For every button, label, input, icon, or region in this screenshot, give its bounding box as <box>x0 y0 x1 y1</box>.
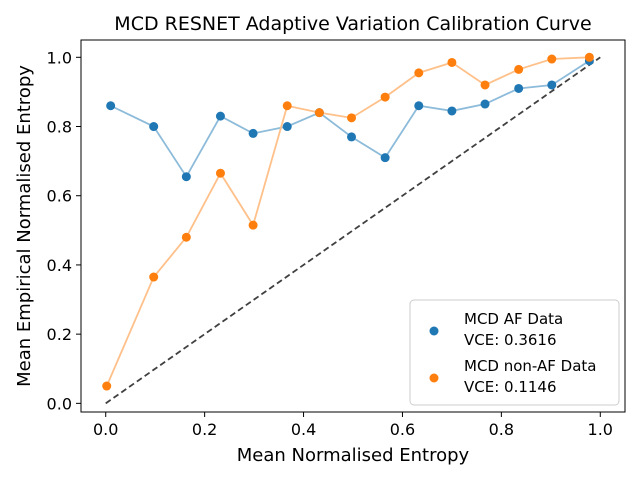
data-point-non-af <box>314 108 324 118</box>
data-point-non-af <box>248 220 258 230</box>
data-point-af <box>215 111 225 121</box>
x-tick-label: 0.4 <box>291 420 316 439</box>
x-axis-title: Mean Normalised Entropy <box>237 445 470 466</box>
y-axis: 0.0 0.2 0.4 0.6 0.8 1.0 <box>47 48 81 413</box>
data-point-non-af <box>547 54 557 64</box>
legend-box <box>409 299 620 406</box>
data-point-af <box>248 128 258 138</box>
y-tick-label: 0.4 <box>47 256 72 275</box>
chart-title: MCD RESNET Adaptive Variation Calibratio… <box>114 13 591 35</box>
data-point-non-af <box>149 272 159 282</box>
y-tick-label: 1.0 <box>47 48 72 67</box>
data-point-non-af <box>347 113 357 123</box>
data-point-non-af <box>514 64 524 74</box>
data-point-non-af <box>480 80 490 90</box>
legend-marker-af <box>429 326 439 336</box>
data-point-non-af <box>282 101 292 111</box>
plot-area <box>102 52 601 405</box>
perfect-calibration-line <box>105 56 601 405</box>
legend-vce-af: VCE: 0.3616 <box>464 331 557 349</box>
y-tick-label: 0.6 <box>47 187 72 206</box>
data-point-af <box>106 101 116 111</box>
data-point-af <box>447 106 457 116</box>
data-point-non-af <box>584 52 594 62</box>
data-point-non-af <box>215 168 225 178</box>
x-tick-label: 0.6 <box>390 420 415 439</box>
legend-marker-non-af <box>429 373 439 383</box>
y-tick-label: 0.2 <box>47 325 72 344</box>
legend: MCD AF Data VCE: 0.3616 MCD non-AF Data … <box>409 299 620 406</box>
data-point-af <box>347 132 357 142</box>
data-point-af <box>514 83 524 93</box>
data-point-af <box>149 122 159 132</box>
x-tick-label: 0.0 <box>93 420 118 439</box>
legend-label-non-af: MCD non-AF Data <box>464 357 596 375</box>
data-point-non-af <box>181 232 191 242</box>
x-tick-label: 0.8 <box>489 420 514 439</box>
data-point-non-af <box>447 57 457 67</box>
x-tick-label: 1.0 <box>588 420 613 439</box>
y-tick-label: 0.0 <box>47 394 72 413</box>
data-point-af <box>380 153 390 163</box>
data-point-af <box>181 172 191 182</box>
axes-frame <box>80 39 626 413</box>
data-point-af <box>414 101 424 111</box>
y-tick-label: 0.8 <box>47 118 72 137</box>
legend-label-af: MCD AF Data <box>464 310 563 328</box>
legend-vce-non-af: VCE: 0.1146 <box>464 378 557 396</box>
y-axis-title: Mean Empirical Normalised Entropy <box>14 65 35 387</box>
data-point-non-af <box>102 381 112 391</box>
data-point-af <box>547 80 557 90</box>
data-point-af <box>480 99 490 109</box>
data-point-af <box>282 122 292 132</box>
data-point-non-af <box>414 68 424 78</box>
x-axis: 0.0 0.2 0.4 0.6 0.8 1.0 <box>93 412 613 439</box>
x-tick-label: 0.2 <box>192 420 217 439</box>
data-point-non-af <box>380 92 390 102</box>
